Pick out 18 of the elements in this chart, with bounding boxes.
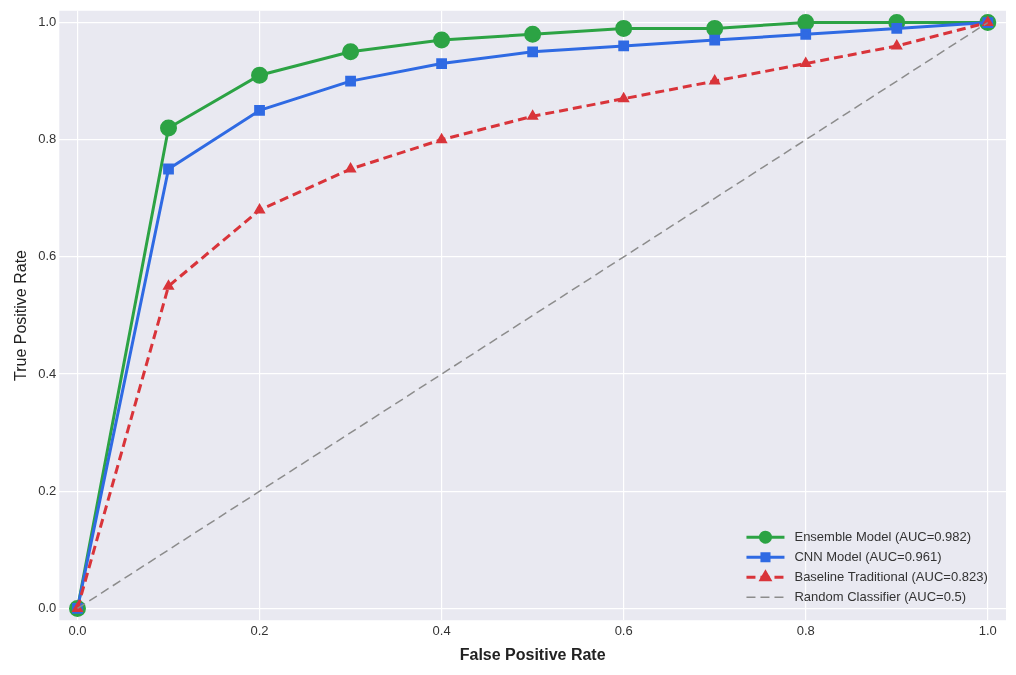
legend-label: Baseline Traditional (AUC=0.823) — [794, 568, 988, 584]
y-tick-label: 0.2 — [38, 482, 57, 498]
x-tick-label: 0.4 — [432, 622, 451, 638]
legend-label: Ensemble Model (AUC=0.982) — [794, 528, 972, 544]
x-tick-label: 1.0 — [978, 622, 997, 638]
y-tick-label: 0.4 — [38, 365, 57, 381]
y-tick-label: 0.6 — [38, 248, 57, 264]
x-tick-label: 0.2 — [250, 622, 269, 638]
y-tick-label: 1.0 — [38, 14, 57, 30]
y-tick-label: 0.0 — [38, 600, 57, 616]
x-tick-label: 0.6 — [614, 622, 633, 638]
y-tick-label: 0.8 — [38, 131, 57, 147]
legend-label: Random Classifier (AUC=0.5) — [794, 588, 967, 604]
x-tick-label: 0.8 — [796, 622, 815, 638]
x-tick-label: 0.0 — [68, 622, 87, 638]
y-axis-title: True Positive Rate — [12, 249, 30, 382]
legend-label: CNN Model (AUC=0.961) — [794, 548, 942, 564]
x-axis-title: False Positive Rate — [459, 645, 606, 663]
